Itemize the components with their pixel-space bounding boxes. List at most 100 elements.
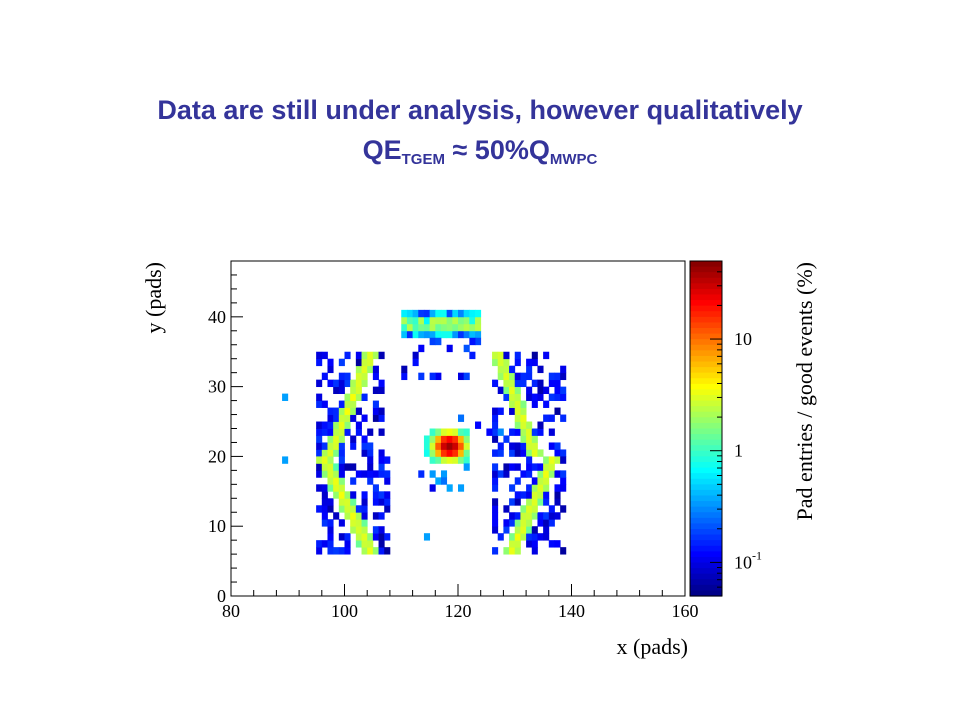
heatmap-cell (350, 386, 357, 395)
heatmap-cell (492, 512, 499, 520)
heatmap-cell (537, 393, 544, 401)
heatmap-cell (503, 505, 510, 513)
heatmap-cell (440, 456, 448, 464)
heatmap-cell (344, 393, 351, 401)
color-bar-segment (690, 316, 722, 324)
heatmap-cell (486, 428, 493, 436)
heatmap-cell (321, 505, 328, 513)
heatmap-cell (537, 449, 544, 457)
heatmap-cell (435, 456, 442, 464)
heatmap-cell (452, 428, 459, 436)
heatmap-cell (440, 470, 448, 478)
heatmap-cell (338, 379, 345, 388)
color-bar-segment (690, 300, 722, 307)
heatmap-cell (520, 491, 527, 499)
heatmap-cell (355, 365, 362, 374)
heatmap-cell (361, 351, 368, 360)
heatmap-cell (531, 547, 538, 555)
heatmap-cell (361, 498, 368, 506)
heatmap-cell (361, 526, 368, 534)
heatmap-cell (509, 484, 516, 492)
heatmap-cell (344, 463, 351, 471)
heatmap-cell (367, 477, 374, 485)
heatmap-cell (372, 400, 379, 408)
heatmap-cell (492, 484, 499, 492)
color-bar-segment (690, 434, 722, 441)
heatmap-cell (537, 533, 544, 541)
heatmap-cell (338, 456, 345, 464)
heatmap-cell (469, 316, 476, 325)
heatmap-cell (378, 456, 385, 464)
heatmap-cell (492, 547, 499, 555)
heatmap-cells (282, 309, 567, 555)
heatmap-cell (463, 309, 470, 318)
color-bar-segment (690, 322, 722, 329)
heatmap-cell (327, 477, 334, 485)
heatmap-cell (475, 309, 482, 318)
heatmap-cell (503, 519, 510, 527)
heatmap-cell (367, 533, 374, 541)
heatmap-cell (378, 407, 385, 415)
heatmap-cell (492, 435, 499, 443)
heatmap-cell (458, 323, 465, 332)
heatmap-cell (361, 358, 368, 367)
color-bar-frame (689, 260, 723, 597)
heatmap-cell (338, 386, 345, 395)
heatmap-cell (514, 358, 521, 367)
heatmap-cell (338, 498, 345, 506)
heatmap-cell (316, 435, 323, 443)
y-tick-label: 0 (217, 586, 226, 606)
heatmap-cell (355, 421, 362, 429)
heatmap-cell (282, 393, 289, 401)
heatmap-cell (537, 421, 544, 429)
heatmap-cell (333, 547, 340, 555)
q-subscript-mwpc: MWPC (549, 151, 598, 168)
heatmap-cell (503, 470, 510, 478)
heatmap-cell (543, 414, 550, 422)
heatmap-cell (446, 316, 453, 325)
heatmap-cell (412, 351, 419, 360)
heatmap-cell (446, 323, 453, 332)
heatmap-cell (378, 386, 385, 395)
heatmap-cell (355, 358, 362, 367)
heatmap-cell (463, 428, 470, 436)
heatmap-cell (520, 372, 527, 381)
color-bar-segment (690, 439, 722, 446)
heatmap-cell (526, 358, 533, 367)
heatmap-cell (475, 316, 482, 325)
heatmap-cell (435, 316, 442, 325)
heatmap-cell (520, 400, 527, 408)
heatmap-cell (526, 540, 533, 548)
heatmap-cell (440, 442, 448, 450)
slide-title-line2: QETGEM ≈ 50%QMWPC (0, 135, 960, 168)
y-tick-label: 20 (208, 446, 226, 466)
heatmap-cell (316, 393, 323, 401)
heatmap-cell (378, 428, 385, 436)
heatmap-cell (492, 449, 499, 457)
heatmap-cell (338, 547, 345, 555)
color-bar-segment (690, 473, 722, 480)
heatmap-cell (355, 372, 362, 381)
heatmap-cell (543, 386, 550, 395)
heatmap-cell (446, 309, 453, 318)
heatmap-cell (492, 351, 499, 360)
heatmap-cell (514, 533, 521, 541)
heatmap-cell (355, 393, 362, 401)
heatmap-cell (514, 414, 521, 422)
heatmap-cell (509, 540, 516, 548)
heatmap-cell (367, 428, 374, 436)
heatmap-cell (423, 533, 431, 541)
heatmap-cell (543, 484, 550, 492)
heatmap-cell (423, 309, 431, 318)
heatmap-cell (367, 358, 374, 367)
heatmap-cell (458, 372, 465, 381)
heatmap-cell (560, 484, 567, 492)
heatmap-cell (355, 526, 362, 534)
heatmap-cell (316, 421, 323, 429)
heatmap-cell (526, 428, 533, 436)
color-bar-segment (690, 489, 722, 497)
heatmap-cell (321, 372, 328, 381)
heatmap-cell (327, 470, 334, 478)
heatmap-cell (509, 533, 516, 541)
